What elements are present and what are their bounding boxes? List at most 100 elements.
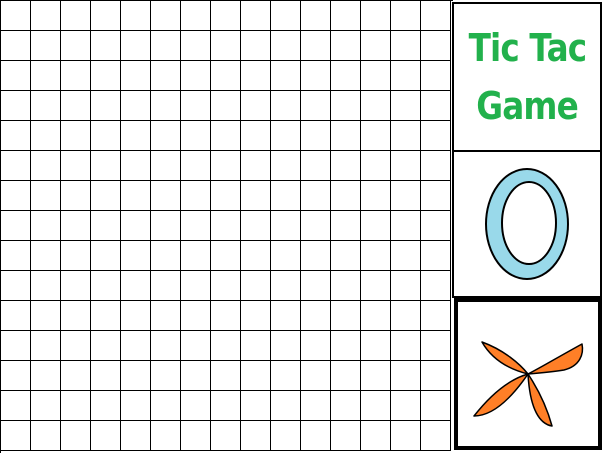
o-player-panel[interactable] <box>452 150 602 298</box>
board-cell[interactable] <box>31 181 61 211</box>
board-cell[interactable] <box>1 121 31 151</box>
board-cell[interactable] <box>1 361 31 391</box>
board-cell[interactable] <box>61 391 91 421</box>
board-cell[interactable] <box>301 151 331 181</box>
board-cell[interactable] <box>271 31 301 61</box>
board-cell[interactable] <box>151 361 181 391</box>
board-cell[interactable] <box>331 121 361 151</box>
board-cell[interactable] <box>211 121 241 151</box>
board-cell[interactable] <box>91 391 121 421</box>
board-cell[interactable] <box>361 61 391 91</box>
board-cell[interactable] <box>361 151 391 181</box>
board-cell[interactable] <box>181 331 211 361</box>
board-cell[interactable] <box>91 361 121 391</box>
board-cell[interactable] <box>271 91 301 121</box>
board-cell[interactable] <box>421 361 451 391</box>
board-cell[interactable] <box>301 91 331 121</box>
board-cell[interactable] <box>271 211 301 241</box>
board-cell[interactable] <box>1 421 31 451</box>
board-cell[interactable] <box>151 181 181 211</box>
board-cell[interactable] <box>91 181 121 211</box>
board-cell[interactable] <box>211 211 241 241</box>
board-cell[interactable] <box>91 271 121 301</box>
board-cell[interactable] <box>331 361 361 391</box>
board-cell[interactable] <box>241 181 271 211</box>
board-cell[interactable] <box>301 241 331 271</box>
board-cell[interactable] <box>151 121 181 151</box>
board-cell[interactable] <box>151 271 181 301</box>
board-cell[interactable] <box>241 1 271 31</box>
board-cell[interactable] <box>421 271 451 301</box>
board-cell[interactable] <box>61 271 91 301</box>
board-cell[interactable] <box>31 121 61 151</box>
board-cell[interactable] <box>151 31 181 61</box>
board-cell[interactable] <box>391 301 421 331</box>
board-cell[interactable] <box>241 301 271 331</box>
board-cell[interactable] <box>1 91 31 121</box>
board-cell[interactable] <box>331 61 361 91</box>
board-cell[interactable] <box>61 301 91 331</box>
board-cell[interactable] <box>301 31 331 61</box>
board-cell[interactable] <box>61 1 91 31</box>
board-cell[interactable] <box>91 1 121 31</box>
board-cell[interactable] <box>241 331 271 361</box>
board-cell[interactable] <box>121 241 151 271</box>
board-cell[interactable] <box>331 181 361 211</box>
board-cell[interactable] <box>391 31 421 61</box>
board-cell[interactable] <box>121 391 151 421</box>
board-cell[interactable] <box>181 1 211 31</box>
board-cell[interactable] <box>391 361 421 391</box>
board-cell[interactable] <box>181 301 211 331</box>
board-cell[interactable] <box>121 421 151 451</box>
board-cell[interactable] <box>121 301 151 331</box>
board-cell[interactable] <box>361 331 391 361</box>
board-cell[interactable] <box>391 61 421 91</box>
board-cell[interactable] <box>151 241 181 271</box>
board-cell[interactable] <box>31 31 61 61</box>
board-cell[interactable] <box>121 91 151 121</box>
board-cell[interactable] <box>151 1 181 31</box>
board-cell[interactable] <box>91 121 121 151</box>
board-cell[interactable] <box>361 1 391 31</box>
board-cell[interactable] <box>121 121 151 151</box>
board-cell[interactable] <box>241 391 271 421</box>
board-cell[interactable] <box>421 391 451 421</box>
board-cell[interactable] <box>331 1 361 31</box>
board-cell[interactable] <box>31 91 61 121</box>
board-cell[interactable] <box>151 211 181 241</box>
board-cell[interactable] <box>421 151 451 181</box>
board-cell[interactable] <box>421 31 451 61</box>
board-cell[interactable] <box>31 151 61 181</box>
board-cell[interactable] <box>421 91 451 121</box>
board-cell[interactable] <box>31 271 61 301</box>
board-cell[interactable] <box>301 421 331 451</box>
board-cell[interactable] <box>181 361 211 391</box>
board-cell[interactable] <box>361 241 391 271</box>
board-cell[interactable] <box>331 271 361 301</box>
board-cell[interactable] <box>391 421 421 451</box>
board-cell[interactable] <box>271 121 301 151</box>
board-cell[interactable] <box>391 1 421 31</box>
board-cell[interactable] <box>31 331 61 361</box>
board-cell[interactable] <box>1 211 31 241</box>
board-cell[interactable] <box>391 91 421 121</box>
board-cell[interactable] <box>361 91 391 121</box>
board-cell[interactable] <box>421 1 451 31</box>
board-cell[interactable] <box>91 331 121 361</box>
board-cell[interactable] <box>211 331 241 361</box>
board-cell[interactable] <box>241 151 271 181</box>
board-cell[interactable] <box>181 121 211 151</box>
board-cell[interactable] <box>121 271 151 301</box>
board-cell[interactable] <box>361 361 391 391</box>
board-cell[interactable] <box>181 211 211 241</box>
board-cell[interactable] <box>211 1 241 31</box>
board-cell[interactable] <box>241 61 271 91</box>
board-cell[interactable] <box>271 151 301 181</box>
board-cell[interactable] <box>61 181 91 211</box>
board-cell[interactable] <box>61 331 91 361</box>
board-cell[interactable] <box>241 211 271 241</box>
board-cell[interactable] <box>181 151 211 181</box>
board-cell[interactable] <box>91 151 121 181</box>
board-cell[interactable] <box>211 361 241 391</box>
board-cell[interactable] <box>61 361 91 391</box>
